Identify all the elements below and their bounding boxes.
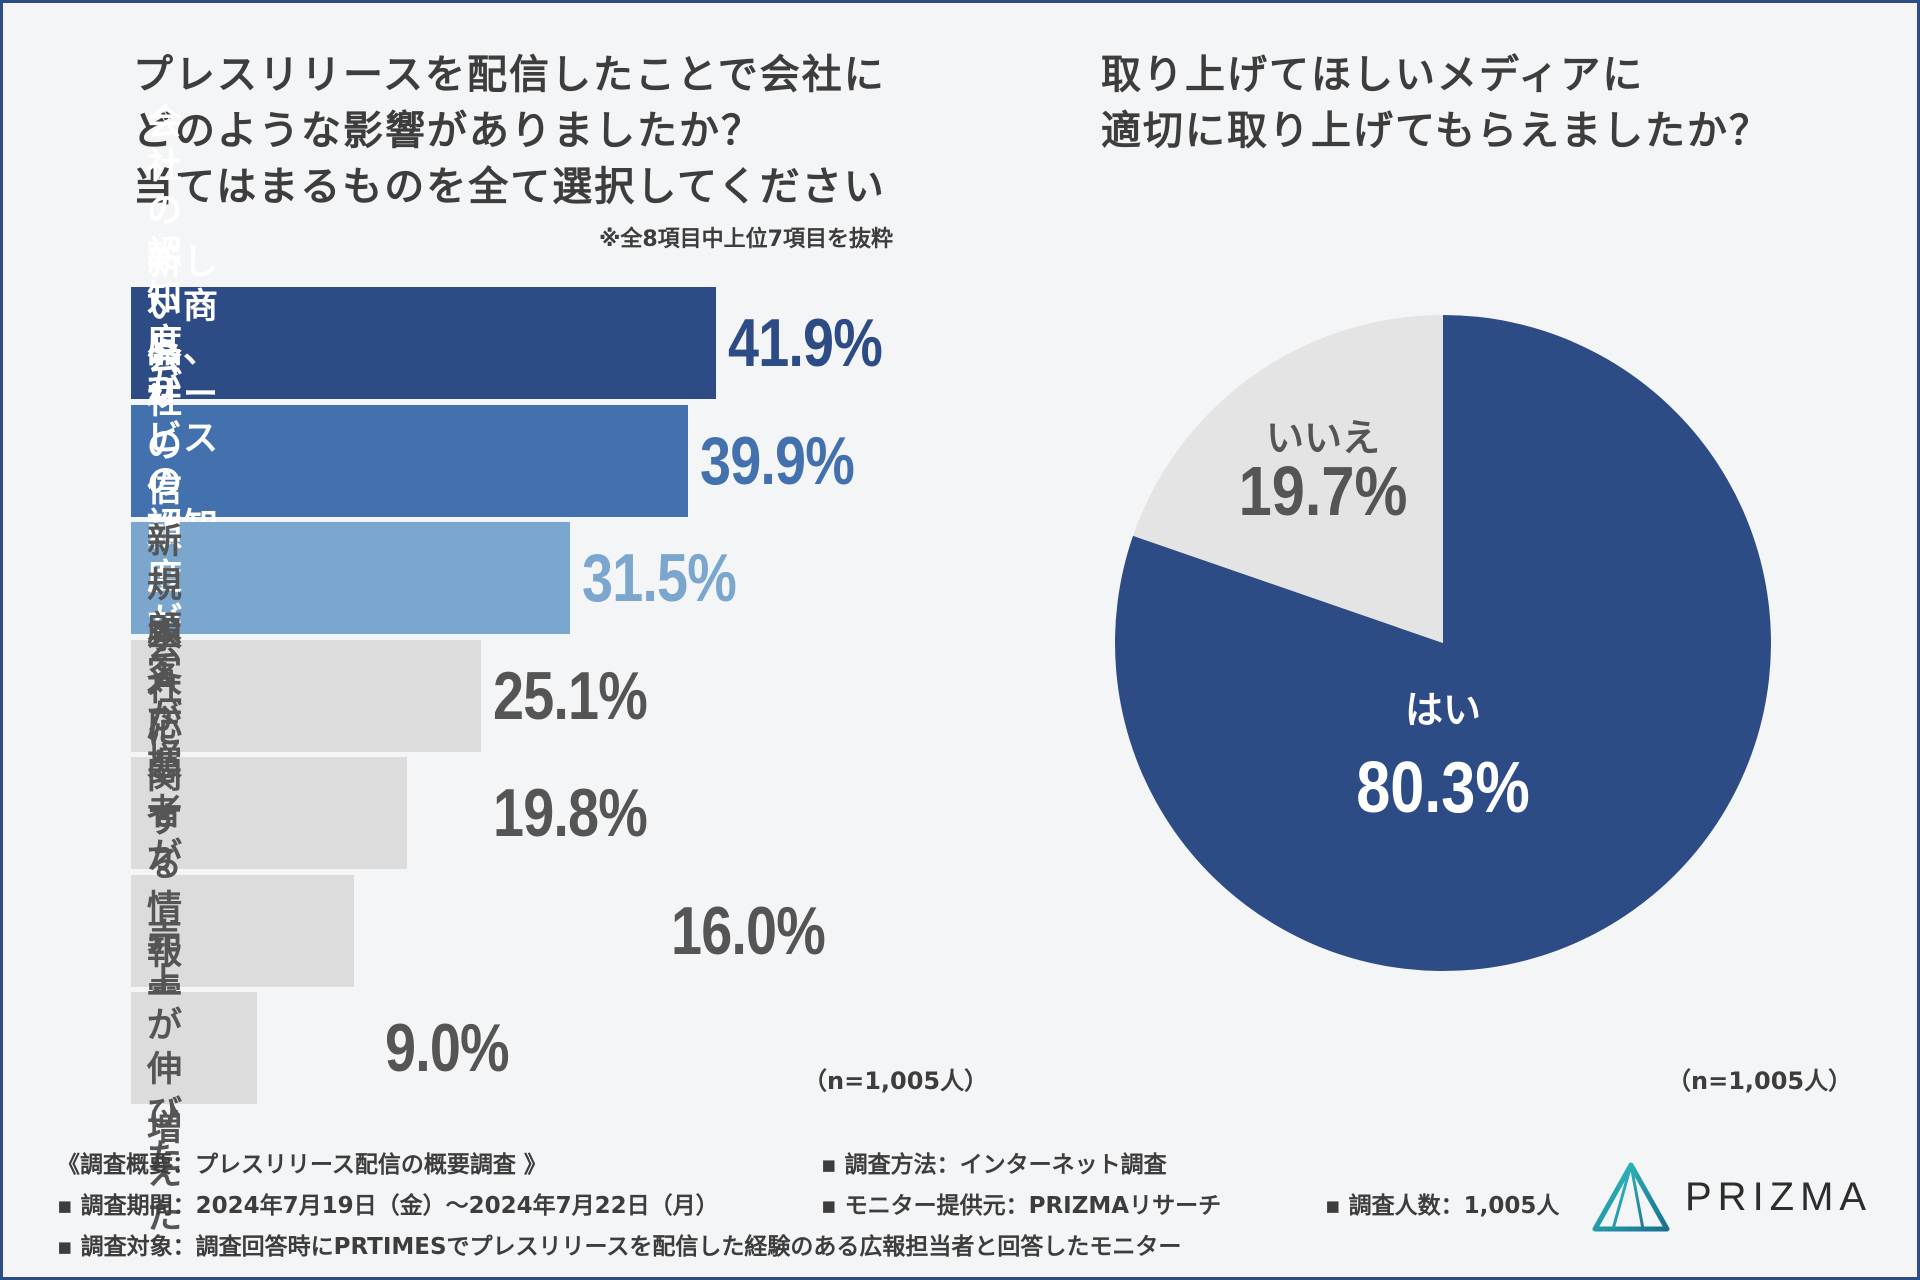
pie-value-no: 19.7% xyxy=(1238,452,1408,530)
bar-value-label: 16.0% xyxy=(671,892,826,969)
bar-value-label: 25.1% xyxy=(493,657,648,734)
pie-chart-question-title: 取り上げてほしいメディアに 適切に取り上げてもらえましたか？ xyxy=(1101,52,1771,154)
bar-category-label: 売上が伸びた xyxy=(147,918,184,1178)
footer-method: ▪ 調査方法：インターネット調査 xyxy=(821,1152,1167,1178)
bar-value-label: 31.5% xyxy=(582,540,737,616)
bar xyxy=(131,757,408,869)
bar-value-label: 41.9% xyxy=(727,305,883,381)
pie-label-yes: はい xyxy=(1404,688,1481,732)
logo-text: PRIZMA xyxy=(1685,1174,1873,1219)
bar-chart-question-title: プレスリリースを配信したことで会社に どのような影響がありましたか？ 当てはまる… xyxy=(133,52,886,210)
bar-chart: 会社の認知度が上がった41.9%新しい商品、サービスの 認知度が上がった39.9… xyxy=(3,3,1003,1237)
footer-count: ▪ 調査人数：1,005人 xyxy=(1325,1193,1560,1219)
bar xyxy=(131,287,716,399)
pie-chart xyxy=(1115,315,1771,971)
pie-chart-sample-size: （n=1,005人） xyxy=(1667,1067,1853,1095)
bar xyxy=(131,992,257,1104)
pie-slice-no xyxy=(1133,315,1443,643)
footer-provider: ▪ モニター提供元：PRIZMAリサーチ xyxy=(821,1193,1222,1219)
bar-value-label: 9.0% xyxy=(385,1010,510,1086)
bar-value-label: 19.8% xyxy=(493,775,648,851)
footer-target: ▪ 調査対象：調査回答時にPRTIMESでプレスリリースを配信した経験のある広報… xyxy=(57,1234,1182,1260)
prizma-logo-icon xyxy=(1592,1162,1670,1232)
bar xyxy=(131,639,482,752)
bar-value-label: 39.9% xyxy=(699,422,855,499)
footer-period: ▪ 調査期間：2024年7月19日（金）〜2024年7月22日（月） xyxy=(57,1193,719,1219)
prizma-logo: PRIZMA xyxy=(1591,1161,1872,1233)
pie-label-no: いいえ xyxy=(1265,416,1380,460)
bar xyxy=(131,874,355,987)
pie-value-yes: 80.3% xyxy=(1356,748,1530,828)
bar xyxy=(131,404,688,517)
footer-overview: 《調査概要：プレスリリース配信の概要調査 》 xyxy=(57,1152,547,1178)
bar-chart-note: ※全8項目中上位7項目を抜粋 xyxy=(598,227,893,252)
bar-chart-sample-size: （n=1,005人） xyxy=(803,1067,989,1095)
bar xyxy=(131,522,571,634)
